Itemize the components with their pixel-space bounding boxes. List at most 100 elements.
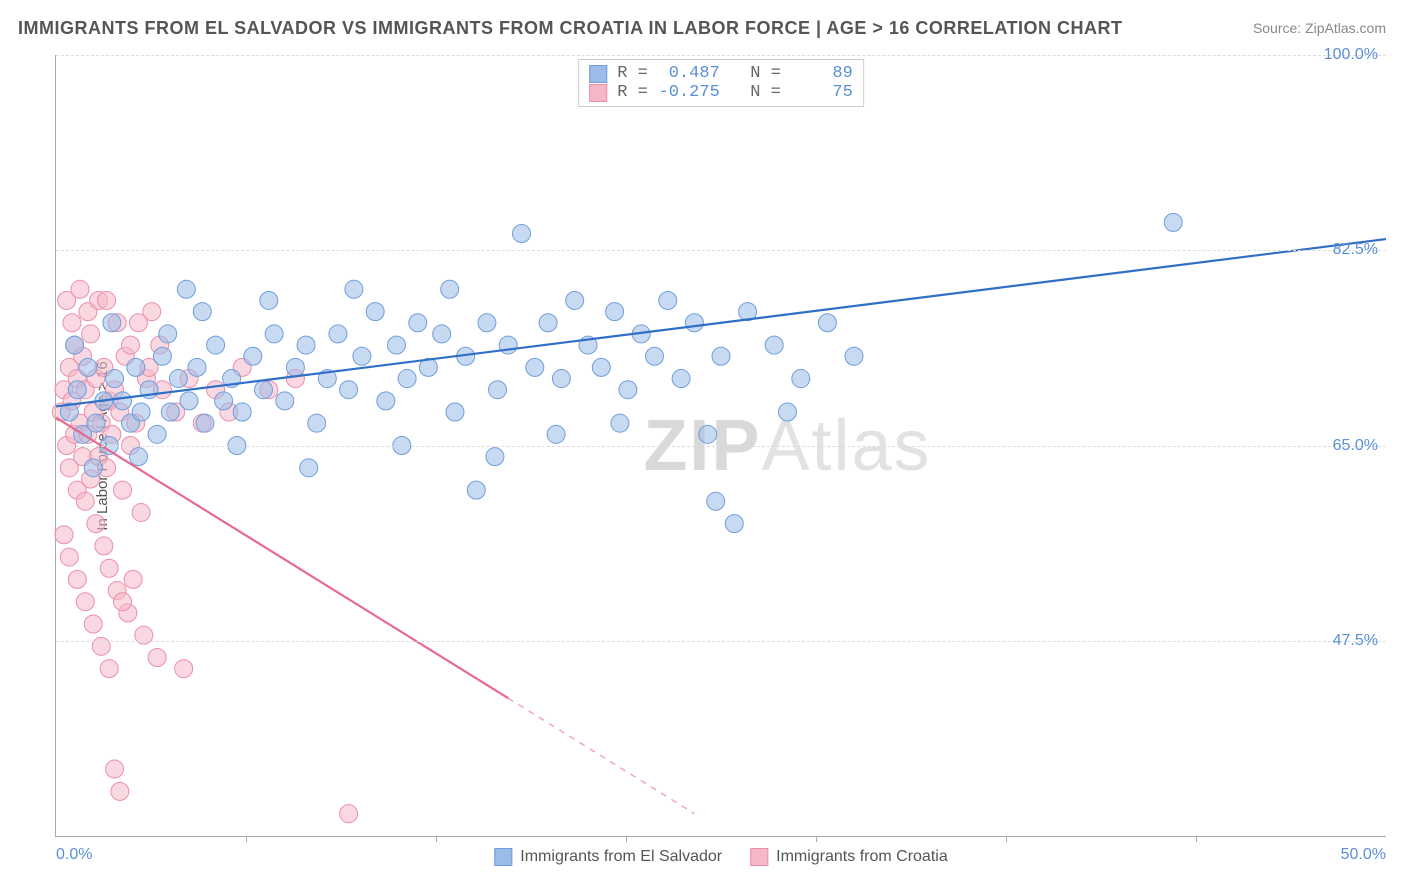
data-point	[765, 336, 783, 354]
data-point	[513, 225, 531, 243]
data-point	[193, 303, 211, 321]
swatch-series-2	[589, 84, 607, 102]
data-point	[845, 347, 863, 365]
data-point	[286, 358, 304, 376]
data-point	[169, 370, 187, 388]
data-point	[188, 358, 206, 376]
data-point	[489, 381, 507, 399]
data-point	[180, 392, 198, 410]
chart-title: IMMIGRANTS FROM EL SALVADOR VS IMMIGRANT…	[18, 18, 1123, 39]
swatch-series-1	[589, 65, 607, 83]
data-point	[611, 414, 629, 432]
data-point	[254, 381, 272, 399]
x-tick	[1006, 836, 1007, 842]
data-point	[106, 370, 124, 388]
data-point	[446, 403, 464, 421]
data-point	[433, 325, 451, 343]
n-value-1: 89	[791, 64, 853, 83]
x-tick	[246, 836, 247, 842]
data-point	[63, 314, 81, 332]
x-tick	[1196, 836, 1197, 842]
regression-line	[56, 239, 1386, 406]
x-tick	[816, 836, 817, 842]
series-legend: Immigrants from El Salvador Immigrants f…	[494, 848, 947, 866]
data-point	[148, 425, 166, 443]
regression-line-dashed	[508, 698, 694, 814]
data-point	[646, 347, 664, 365]
data-point	[818, 314, 836, 332]
data-point	[486, 448, 504, 466]
r-label-2: R =	[617, 83, 648, 102]
data-point	[297, 336, 315, 354]
data-point	[71, 280, 89, 298]
data-point	[111, 782, 129, 800]
legend-item-2: Immigrants from Croatia	[750, 848, 948, 866]
data-point	[398, 370, 416, 388]
y-tick-label: 100.0%	[1324, 46, 1378, 64]
data-point	[387, 336, 405, 354]
data-point	[98, 291, 116, 309]
data-point	[215, 392, 233, 410]
r-value-1: 0.487	[658, 64, 720, 83]
data-point	[526, 358, 544, 376]
r-label-1: R =	[617, 64, 648, 83]
data-point	[377, 392, 395, 410]
data-point	[175, 660, 193, 678]
data-point	[177, 280, 195, 298]
data-point	[792, 370, 810, 388]
data-point	[300, 459, 318, 477]
data-point	[132, 503, 150, 521]
data-point	[114, 392, 132, 410]
data-point	[55, 526, 73, 544]
data-point	[725, 515, 743, 533]
data-point	[82, 325, 100, 343]
data-point	[79, 358, 97, 376]
n-value-2: 75	[791, 83, 853, 102]
data-point	[340, 805, 358, 823]
data-point	[779, 403, 797, 421]
data-point	[265, 325, 283, 343]
correlation-row-1: R = 0.487 N = 89	[589, 64, 853, 83]
r-value-2: -0.275	[658, 83, 720, 102]
x-axis-max-label: 50.0%	[1341, 846, 1386, 864]
data-point	[68, 570, 86, 588]
data-point	[106, 760, 124, 778]
data-point	[276, 392, 294, 410]
data-point	[467, 481, 485, 499]
data-point	[129, 314, 147, 332]
gridline-h	[56, 250, 1386, 251]
data-point	[196, 414, 214, 432]
regression-line-solid	[56, 418, 508, 699]
data-point	[353, 347, 371, 365]
data-point	[672, 370, 690, 388]
gridline-h	[56, 55, 1386, 56]
legend-label-2: Immigrants from Croatia	[776, 848, 948, 866]
data-point	[566, 291, 584, 309]
data-point	[366, 303, 384, 321]
correlation-row-2: R = -0.275 N = 75	[589, 83, 853, 102]
data-point	[409, 314, 427, 332]
y-tick-label: 47.5%	[1333, 632, 1378, 650]
data-point	[699, 425, 717, 443]
chart-plot-area: ZIPAtlas R = 0.487 N = 89 R = -0.275 N =…	[55, 55, 1386, 837]
data-point	[100, 559, 118, 577]
legend-swatch-2	[750, 848, 768, 866]
data-point	[685, 314, 703, 332]
data-point	[87, 515, 105, 533]
data-point	[659, 291, 677, 309]
data-point	[76, 492, 94, 510]
data-point	[127, 358, 145, 376]
data-point	[478, 314, 496, 332]
data-point	[95, 537, 113, 555]
data-point	[207, 336, 225, 354]
legend-item-1: Immigrants from El Salvador	[494, 848, 722, 866]
data-point	[60, 548, 78, 566]
data-point	[260, 291, 278, 309]
y-tick-label: 65.0%	[1333, 437, 1378, 455]
data-point	[103, 314, 121, 332]
data-point	[606, 303, 624, 321]
data-point	[539, 314, 557, 332]
gridline-h	[56, 446, 1386, 447]
data-point	[329, 325, 347, 343]
data-point	[159, 325, 177, 343]
